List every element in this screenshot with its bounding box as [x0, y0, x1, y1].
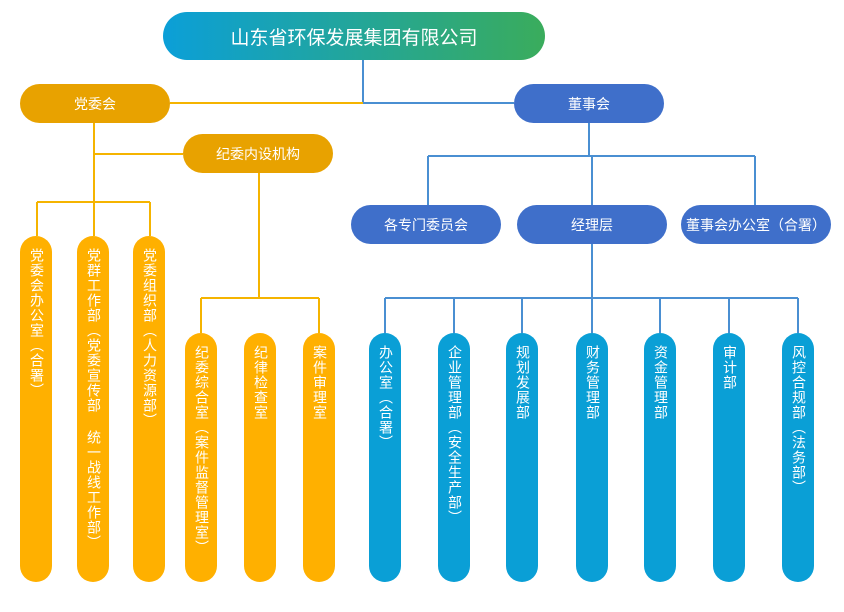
dept-label: 党委组织部（人力资源部） — [141, 248, 157, 428]
company-title: 山东省环保发展集团有限公司 — [163, 12, 545, 60]
dept-label: 规划发展部 — [514, 345, 530, 420]
committees-node[interactable]: 各专门委员会 — [351, 205, 501, 244]
management-dept-column[interactable]: 办公室（合署） — [369, 333, 401, 582]
management-dept-column[interactable]: 审计部 — [713, 333, 745, 582]
dept-label: 风控合规部（法务部） — [790, 345, 806, 495]
board-node[interactable]: 董事会 — [514, 84, 664, 123]
management-dept-column[interactable]: 风控合规部（法务部） — [782, 333, 814, 582]
board-office-node[interactable]: 董事会办公室（合署） — [681, 205, 831, 244]
management-node[interactable]: 经理层 — [517, 205, 667, 244]
title-to-board-line — [362, 60, 514, 104]
discipline-dept-column[interactable]: 案件审理室 — [303, 333, 335, 582]
party-branch-lines — [36, 123, 183, 236]
party-committee-node[interactable]: 党委会 — [20, 84, 170, 123]
discipline-dept-column[interactable]: 纪律检查室 — [244, 333, 276, 582]
dept-label: 审计部 — [721, 345, 737, 390]
dept-label: 资金管理部 — [652, 345, 668, 420]
board-branch-lines — [427, 123, 756, 205]
dept-label: 纪委综合室（案件监督管理室） — [193, 345, 209, 555]
dept-label: 党群工作部（党委宣传部 统一战线工作部） — [85, 248, 101, 550]
party-dept-column[interactable]: 党委组织部（人力资源部） — [133, 236, 165, 582]
dept-label: 办公室（合署） — [377, 345, 393, 450]
dept-label: 案件审理室 — [311, 345, 327, 420]
discipline-node[interactable]: 纪委内设机构 — [183, 134, 333, 173]
management-dept-column[interactable]: 规划发展部 — [506, 333, 538, 582]
dept-label: 企业管理部（安全生产部） — [446, 345, 462, 525]
management-dept-column[interactable]: 企业管理部（安全生产部） — [438, 333, 470, 582]
discipline-dept-column[interactable]: 纪委综合室（案件监督管理室） — [185, 333, 217, 582]
management-dept-column[interactable]: 财务管理部 — [576, 333, 608, 582]
dept-label: 党委会办公室（合署） — [28, 248, 44, 398]
dept-label: 纪律检查室 — [252, 345, 268, 420]
party-dept-column[interactable]: 党委会办公室（合署） — [20, 236, 52, 582]
discipline-branch-lines — [200, 173, 320, 333]
party-dept-column[interactable]: 党群工作部（党委宣传部 统一战线工作部） — [77, 236, 109, 582]
management-branch-lines — [384, 244, 799, 333]
dept-label: 财务管理部 — [584, 345, 600, 420]
management-dept-column[interactable]: 资金管理部 — [644, 333, 676, 582]
